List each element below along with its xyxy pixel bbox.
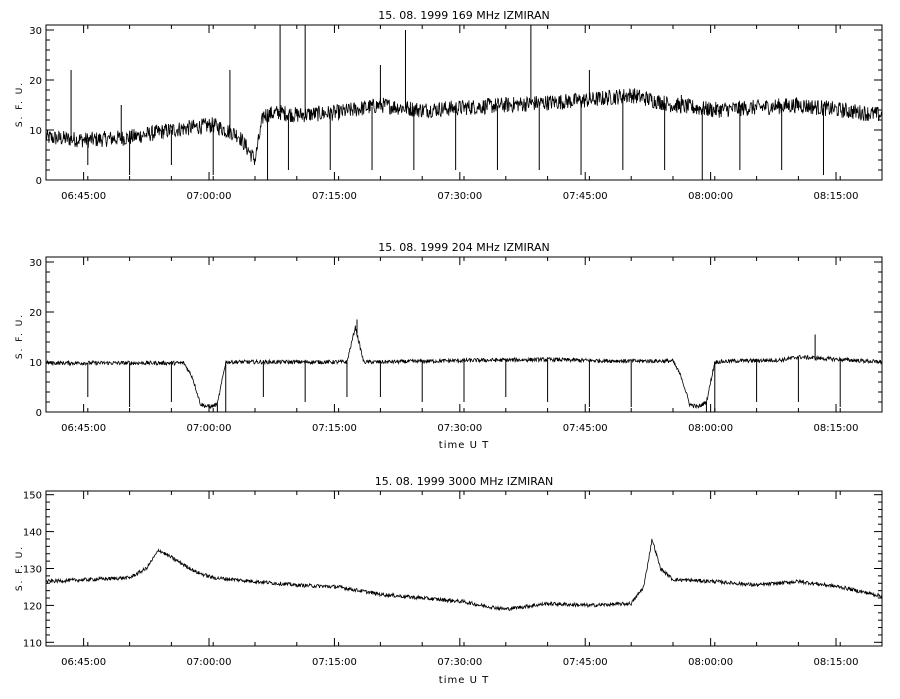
x-tick-label-204mhz: 08:00:00 <box>688 423 733 434</box>
y-tick-label-3000mhz: 150 <box>23 491 42 502</box>
signal-trace-204mhz <box>45 325 883 409</box>
y-tick-label-169mhz: 0 <box>36 176 42 187</box>
y-axis-label-204mhz: S. F. U. <box>15 313 25 359</box>
x-tick-label-204mhz: 07:15:00 <box>312 423 357 434</box>
y-tick-label-3000mhz: 110 <box>23 638 42 649</box>
x-tick-label-3000mhz: 07:45:00 <box>563 657 608 668</box>
x-tick-label-169mhz: 06:45:00 <box>61 191 106 202</box>
y-axis-label-169mhz: S. F. U. <box>15 81 25 127</box>
x-tick-label-3000mhz: 07:30:00 <box>437 657 482 668</box>
plot-frame-3000mhz <box>45 490 883 647</box>
x-tick-label-169mhz: 07:15:00 <box>312 191 357 202</box>
y-tick-label-204mhz: 0 <box>36 408 42 419</box>
x-tick-label-3000mhz: 07:15:00 <box>312 657 357 668</box>
y-tick-label-169mhz: 10 <box>29 126 42 137</box>
y-tick-label-3000mhz: 140 <box>23 528 42 539</box>
y-tick-label-169mhz: 20 <box>29 76 42 87</box>
chart-title-3000mhz: 15. 08. 1999 3000 MHz IZMIRAN <box>375 475 553 488</box>
x-tick-label-3000mhz: 06:45:00 <box>61 657 106 668</box>
y-tick-label-204mhz: 30 <box>29 258 42 269</box>
x-tick-label-169mhz: 07:45:00 <box>563 191 608 202</box>
y-tick-label-204mhz: 20 <box>29 308 42 319</box>
y-tick-label-169mhz: 30 <box>29 26 42 37</box>
panel-3000mhz: 15. 08. 1999 3000 MHz IZMIRAN S. F. U. t… <box>15 475 883 686</box>
y-tick-label-3000mhz: 120 <box>23 601 42 612</box>
x-tick-label-204mhz: 08:15:00 <box>814 423 859 434</box>
x-tick-label-204mhz: 07:00:00 <box>187 423 232 434</box>
x-tick-label-169mhz: 08:00:00 <box>688 191 733 202</box>
panel-204mhz: 15. 08. 1999 204 MHz IZMIRAN S. F. U. ti… <box>15 241 883 451</box>
x-tick-label-204mhz: 07:30:00 <box>437 423 482 434</box>
y-tick-label-3000mhz: 130 <box>23 565 42 576</box>
y-axis-label-3000mhz: S. F. U. <box>15 545 25 591</box>
y-tick-label-204mhz: 10 <box>29 358 42 369</box>
x-tick-label-3000mhz: 08:15:00 <box>814 657 859 668</box>
signal-trace-169mhz <box>45 88 883 166</box>
chart-title-204mhz: 15. 08. 1999 204 MHz IZMIRAN <box>378 241 549 254</box>
x-tick-label-3000mhz: 08:00:00 <box>688 657 733 668</box>
x-tick-label-204mhz: 07:45:00 <box>563 423 608 434</box>
chart-title-169mhz: 15. 08. 1999 169 MHz IZMIRAN <box>378 9 549 22</box>
x-axis-label-3000mhz: time U T <box>439 675 489 686</box>
x-tick-label-169mhz: 08:15:00 <box>814 191 859 202</box>
x-tick-label-3000mhz: 07:00:00 <box>187 657 232 668</box>
x-tick-label-169mhz: 07:30:00 <box>437 191 482 202</box>
x-tick-label-204mhz: 06:45:00 <box>61 423 106 434</box>
panel-169mhz: 15. 08. 1999 169 MHz IZMIRAN S. F. U. 0 1… <box>15 9 883 202</box>
x-tick-label-169mhz: 07:00:00 <box>187 191 232 202</box>
signal-trace-3000mhz <box>45 538 883 612</box>
x-axis-label-204mhz: time U T <box>439 440 489 451</box>
